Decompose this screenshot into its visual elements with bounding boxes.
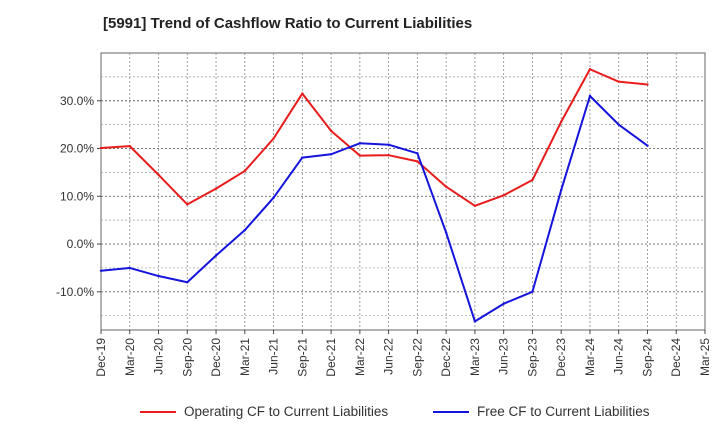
data-point-operating-cf — [502, 194, 505, 197]
data-point-operating-cf — [416, 160, 419, 163]
data-point-free-cf — [559, 188, 563, 192]
x-tick-label: Mar-25 — [698, 338, 712, 376]
y-tick-label: 20.0% — [60, 142, 94, 156]
y-tick-label: 0.0% — [67, 237, 95, 251]
data-point-free-cf — [358, 142, 362, 145]
data-point-free-cf — [243, 228, 247, 232]
data-point-free-cf — [128, 266, 131, 270]
x-tick-label: Mar-22 — [353, 338, 367, 376]
data-point-operating-cf — [559, 120, 563, 123]
data-point-free-cf — [473, 320, 477, 323]
series-line-free-cf — [100, 94, 649, 323]
data-point-free-cf — [301, 156, 304, 159]
data-point-operating-cf — [272, 137, 275, 140]
data-point-free-cf — [214, 254, 218, 257]
x-tick-label: Jun-20 — [152, 338, 166, 375]
data-point-operating-cf — [646, 83, 649, 86]
x-tick-label: Jun-21 — [267, 338, 281, 375]
data-point-operating-cf — [186, 203, 189, 206]
data-point-free-cf — [502, 302, 505, 305]
data-point-operating-cf — [214, 187, 218, 190]
data-point-free-cf — [416, 152, 419, 155]
data-point-free-cf — [588, 94, 592, 98]
x-tick-label: Dec-22 — [439, 338, 453, 377]
data-point-operating-cf — [588, 68, 592, 71]
y-axis-ticks: -10.0% 0.0% 10.0% 20.0% 30.0% — [56, 94, 101, 299]
legend-swatch-operating-cf — [140, 410, 176, 413]
line-chart: -10.0% 0.0% 10.0% 20.0% 30.0% Dec-19 Mar-20 Ju… — [56, 52, 712, 377]
y-tick-label: 30.0% — [60, 94, 94, 108]
data-point-free-cf — [272, 196, 275, 199]
x-tick-label: Mar-20 — [123, 338, 137, 376]
data-point-free-cf — [387, 143, 390, 146]
data-point-operating-cf — [444, 185, 448, 188]
legend-swatch-free-cf — [433, 410, 469, 413]
legend-item-operating-cf: Operating CF to Current Liabilities — [140, 404, 388, 419]
legend-label-free-cf: Free CF to Current Liabilities — [477, 404, 650, 419]
data-point-operating-cf — [329, 129, 333, 133]
series-lines — [99, 68, 649, 323]
data-point-free-cf — [617, 123, 620, 126]
x-tick-label: Mar-23 — [468, 338, 482, 376]
data-point-free-cf — [157, 274, 160, 278]
data-point-operating-cf — [473, 204, 477, 208]
x-tick-label: Dec-23 — [554, 338, 568, 377]
data-point-operating-cf — [387, 154, 390, 157]
data-point-operating-cf — [358, 154, 362, 157]
data-point-operating-cf — [617, 80, 620, 83]
x-tick-label: Jun-23 — [497, 338, 511, 375]
data-point-free-cf — [99, 269, 103, 272]
series-line-operating-cf — [100, 68, 648, 207]
x-tick-label: Dec-19 — [94, 338, 108, 377]
data-point-free-cf — [329, 153, 333, 156]
y-tick-label: 10.0% — [60, 189, 94, 203]
x-tick-label: Mar-24 — [583, 338, 597, 376]
data-point-operating-cf — [301, 92, 304, 95]
data-point-operating-cf — [531, 178, 534, 182]
legend-item-free-cf: Free CF to Current Liabilities — [433, 404, 650, 419]
legend: Operating CF to Current Liabilities Free… — [0, 404, 720, 428]
data-point-free-cf — [531, 290, 534, 293]
y-tick-label: -10.0% — [56, 285, 94, 299]
x-tick-label: Dec-21 — [324, 338, 338, 377]
data-point-free-cf — [186, 281, 189, 284]
x-tick-label: Sep-24 — [640, 338, 654, 377]
data-point-free-cf — [444, 231, 448, 234]
x-tick-label: Jun-24 — [612, 338, 626, 375]
data-point-operating-cf — [99, 146, 103, 150]
chart-title: [5991] Trend of Cashflow Ratio to Curren… — [103, 15, 473, 32]
x-tick-label: Mar-21 — [238, 338, 252, 376]
data-point-free-cf — [646, 144, 649, 147]
legend-label-operating-cf: Operating CF to Current Liabilities — [184, 404, 389, 419]
plot-area — [100, 52, 706, 331]
x-tick-label: Sep-20 — [180, 338, 194, 377]
x-tick-label: Sep-21 — [295, 338, 309, 377]
x-tick-label: Jun-22 — [382, 338, 396, 375]
data-point-operating-cf — [243, 169, 247, 173]
data-point-operating-cf — [157, 173, 160, 176]
x-tick-label: Sep-22 — [410, 338, 424, 377]
x-axis-ticks: Dec-19 Mar-20 Jun-20 Sep-20 Dec-20 Mar-21 Jun-… — [94, 330, 712, 377]
x-tick-label: Dec-20 — [209, 338, 223, 377]
x-tick-label: Dec-24 — [669, 338, 683, 377]
data-point-operating-cf — [128, 144, 131, 148]
x-tick-label: Sep-23 — [525, 338, 539, 377]
